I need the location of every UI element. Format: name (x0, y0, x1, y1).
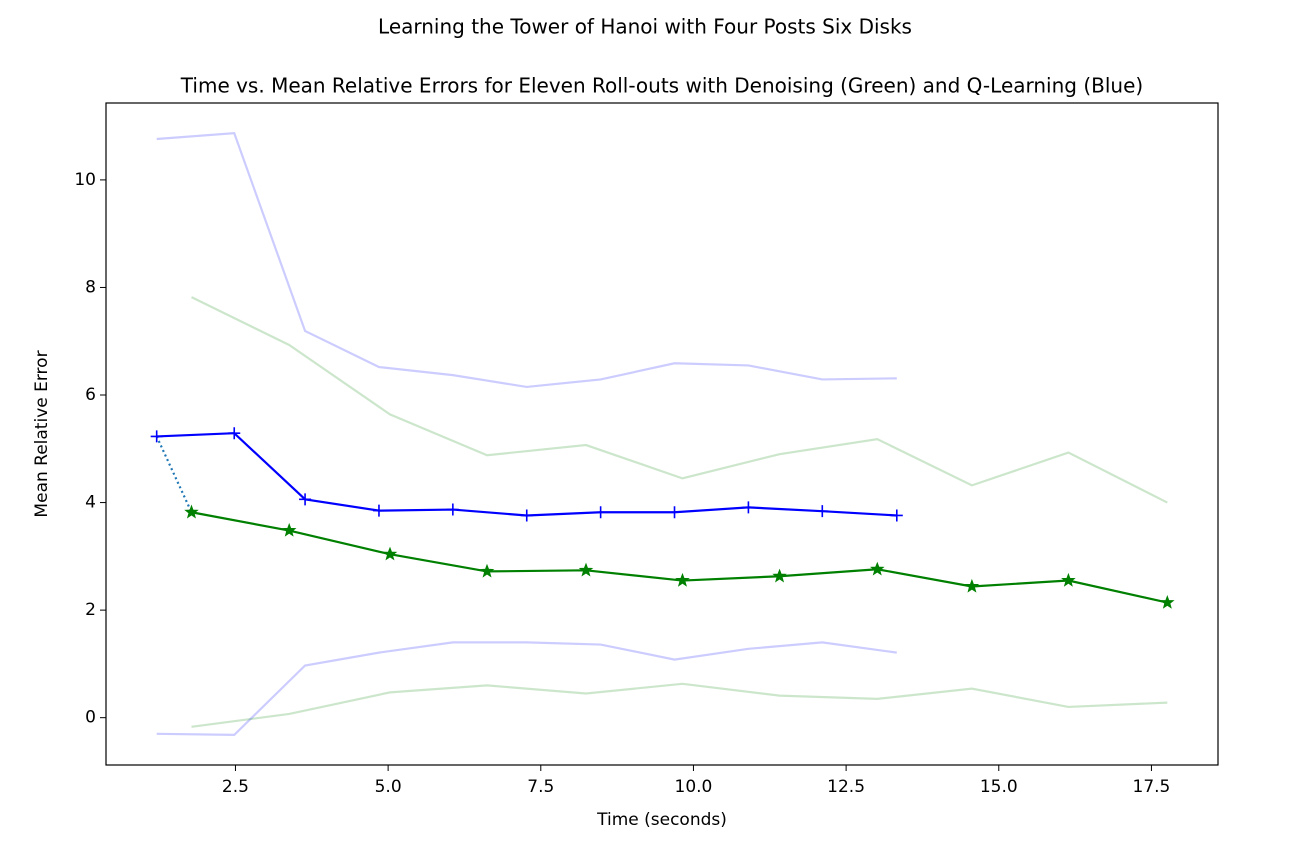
point-marker (299, 493, 312, 506)
point-marker (594, 506, 607, 519)
x-tick-label: 15.0 (980, 777, 1018, 797)
x-tick-label: 7.5 (527, 777, 554, 797)
series-line (191, 296, 1168, 504)
plot-frame (105, 102, 1219, 766)
point-marker (870, 561, 885, 576)
y-tick-label: 0 (85, 708, 96, 728)
y-tick-label: 8 (85, 277, 96, 297)
y-tick-label: 4 (85, 493, 96, 513)
point-marker (184, 504, 199, 519)
point-marker (772, 568, 787, 583)
point-marker (372, 504, 385, 517)
point-marker (228, 427, 241, 440)
connector-line (155, 435, 193, 513)
series-line (191, 511, 1168, 604)
x-tick-label: 17.5 (1133, 777, 1171, 797)
x-tick-label: 2.5 (222, 777, 249, 797)
point-marker (964, 578, 980, 593)
point-marker (382, 546, 398, 561)
series-line (156, 641, 897, 736)
point-marker (668, 506, 681, 519)
y-tick-label: 10 (74, 170, 96, 190)
y-axis-label: Mean Relative Error (32, 350, 52, 517)
y-tick-label: 2 (85, 600, 96, 620)
series-line (191, 682, 1168, 728)
x-tick-label: 5.0 (375, 777, 402, 797)
point-marker (675, 572, 690, 587)
point-marker (446, 503, 459, 516)
point-marker (520, 509, 533, 522)
x-tick-label: 10.0 (675, 777, 713, 797)
chart-title: Time vs. Mean Relative Errors for Eleven… (180, 74, 1143, 98)
point-marker (578, 562, 594, 577)
point-marker (281, 522, 297, 537)
point-marker (1061, 572, 1076, 587)
x-tick-label: 12.5 (827, 777, 865, 797)
point-marker (742, 501, 755, 514)
series-line (156, 131, 897, 389)
point-marker (816, 505, 829, 518)
point-marker (479, 563, 495, 578)
point-marker (150, 430, 163, 443)
x-axis-label: Time (seconds) (596, 810, 727, 830)
point-marker (890, 509, 903, 522)
y-tick-label: 6 (85, 385, 96, 405)
series-line (156, 432, 897, 517)
point-marker (1160, 594, 1175, 609)
chart-suptitle: Learning the Tower of Hanoi with Four Po… (378, 15, 912, 39)
